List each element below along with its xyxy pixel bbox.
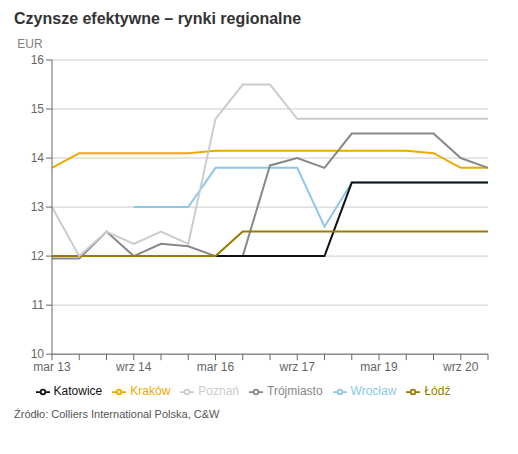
- svg-text:mar 16: mar 16: [197, 360, 235, 374]
- svg-text:wrz 20: wrz 20: [442, 360, 479, 374]
- html-text:Katowice: Katowice: [53, 384, 103, 399]
- svg-text:wrz 14: wrz 14: [115, 360, 152, 374]
- svg-text:13: 13: [31, 200, 45, 214]
- svg-text:16: 16: [31, 53, 45, 67]
- svg-text:11: 11: [32, 298, 45, 312]
- svg-text:15: 15: [31, 102, 45, 116]
- svg-text:12: 12: [31, 249, 45, 263]
- html-text:Kraków: Kraków: [130, 384, 171, 399]
- html-text:Trójmiasto: Trójmiasto: [267, 384, 323, 399]
- html-text:Wrocław: Wrocław: [350, 384, 397, 399]
- html-text:Źródło: Colliers International: Źródło: Colliers International Polska, C…: [14, 408, 220, 420]
- svg-text:14: 14: [31, 151, 45, 165]
- html-text:Łódź: Łódź: [424, 384, 451, 399]
- svg-text:10: 10: [31, 347, 45, 361]
- svg-text:mar 19: mar 19: [360, 360, 398, 374]
- svg-text:wrz 17: wrz 17: [279, 360, 316, 374]
- svg-text:mar 13: mar 13: [33, 360, 71, 374]
- svg-text:EUR: EUR: [17, 37, 43, 51]
- html-text:Czynsze efektywne – rynki regi: Czynsze efektywne – rynki regionalne: [14, 10, 302, 27]
- html-text:Poznań: Poznań: [198, 384, 239, 399]
